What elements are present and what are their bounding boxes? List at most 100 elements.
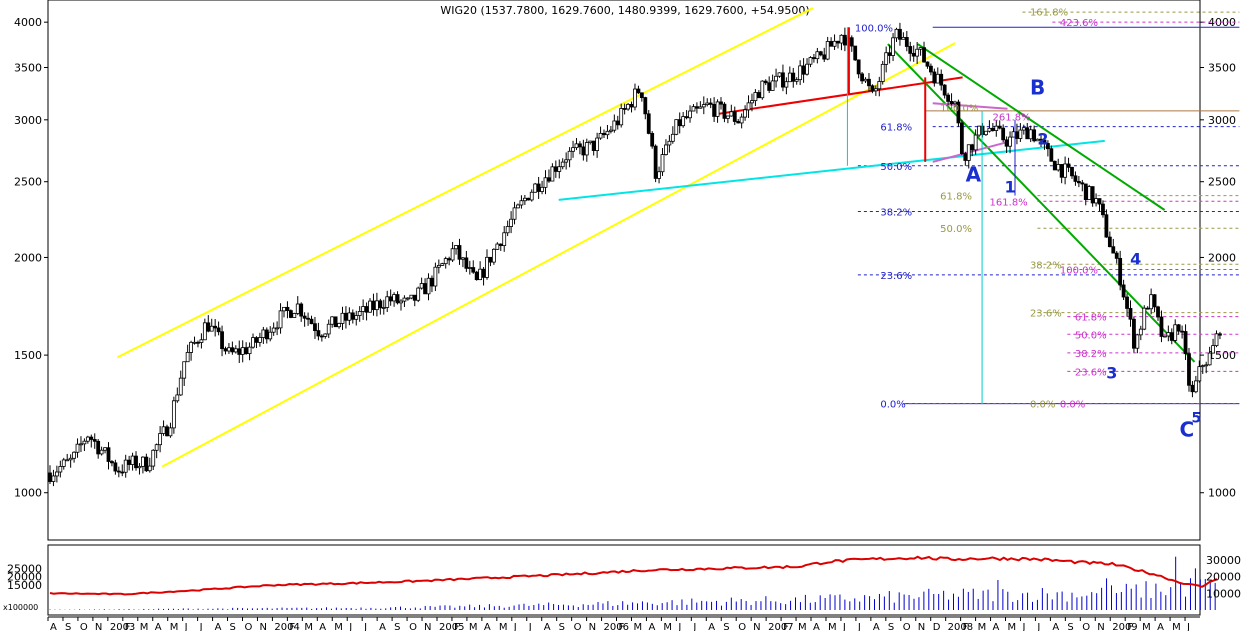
candle-body xyxy=(199,339,204,343)
candle-body xyxy=(633,88,637,108)
candle-body xyxy=(1035,138,1040,142)
x-tick-label: J xyxy=(348,622,352,631)
candle-body xyxy=(664,144,668,155)
candle-body xyxy=(1121,284,1126,298)
x-tick-label: S xyxy=(888,622,894,631)
candle-body xyxy=(739,116,744,124)
candle-body xyxy=(467,267,472,269)
candle-body xyxy=(753,92,758,102)
candle-body xyxy=(189,341,193,353)
candle-body xyxy=(794,79,799,82)
candle-body xyxy=(695,106,699,109)
x-tick-label: O xyxy=(409,622,417,631)
y-tick-label-right: 2500 xyxy=(1208,176,1236,189)
candle-body xyxy=(1021,127,1026,131)
candle-body xyxy=(402,297,407,302)
candle-body xyxy=(564,159,569,163)
x-tick-label: 2007 xyxy=(768,622,793,631)
candle-body xyxy=(436,264,441,268)
x-tick-label: F xyxy=(125,622,131,631)
x-tick-label: O xyxy=(244,622,252,631)
candle-body xyxy=(825,41,830,60)
candle-body xyxy=(1156,306,1160,318)
candle-body xyxy=(708,102,713,105)
volume-tick-label-right: 10000 xyxy=(1206,587,1241,600)
x-tick-label: F xyxy=(454,622,460,631)
candle-body xyxy=(705,102,710,106)
candle-body xyxy=(405,297,410,300)
candle-body xyxy=(653,145,658,179)
candle-body xyxy=(123,459,128,473)
y-tick-label-right: 1500 xyxy=(1208,349,1236,362)
candle-body xyxy=(251,337,255,348)
x-tick-label: J xyxy=(692,622,696,631)
candle-body xyxy=(454,245,458,250)
candle-body xyxy=(299,303,304,317)
volume-scale-label: x100000 xyxy=(3,603,38,612)
candle-body xyxy=(677,119,682,127)
candle-body xyxy=(1039,138,1043,141)
x-tick-label: N xyxy=(95,622,102,631)
candle-body xyxy=(337,323,341,328)
candle-body xyxy=(750,100,754,104)
candle-body xyxy=(1001,127,1006,141)
x-tick-label: F xyxy=(963,622,969,631)
candle-body xyxy=(547,177,551,182)
candle-body xyxy=(1132,318,1136,349)
candle-body xyxy=(1149,294,1154,310)
candle-body xyxy=(182,361,187,379)
candle-body xyxy=(932,71,937,84)
vertical-markers xyxy=(846,27,1016,404)
x-tick-label: M xyxy=(663,622,672,631)
candle-body xyxy=(1200,365,1205,368)
candle-body xyxy=(141,456,145,467)
fib-label: 100.0% xyxy=(940,104,978,115)
candle-body xyxy=(227,347,231,352)
candle-body xyxy=(922,47,926,63)
candle-body xyxy=(395,294,400,304)
candle-body xyxy=(898,28,902,40)
candle-body xyxy=(987,127,992,132)
candle-body xyxy=(61,459,66,467)
candle-body xyxy=(261,329,266,338)
candle-body xyxy=(154,444,159,451)
wave-label: 5 xyxy=(1192,410,1202,426)
y-tick-label-right: 2000 xyxy=(1208,251,1236,264)
candle-body xyxy=(1138,328,1143,336)
x-tick-label: N xyxy=(918,622,925,631)
trend-line xyxy=(917,43,1166,211)
candle-body xyxy=(233,348,238,353)
wave-label: 4 xyxy=(1130,249,1141,268)
candle-body xyxy=(357,311,362,316)
candle-body xyxy=(116,470,121,473)
candle-body xyxy=(822,54,827,60)
candle-body xyxy=(1025,127,1030,140)
candle-body xyxy=(392,294,397,302)
candle-body xyxy=(478,268,483,281)
candle-body xyxy=(137,465,142,469)
candle-body xyxy=(1046,143,1050,150)
candle-body xyxy=(378,300,383,309)
candle-body xyxy=(1197,366,1202,382)
candle-body xyxy=(471,267,476,273)
candle-body xyxy=(801,65,806,75)
candle-body xyxy=(977,125,981,136)
candle-body xyxy=(344,312,348,321)
candle-body xyxy=(784,81,789,88)
candle-body xyxy=(295,303,300,314)
candle-body xyxy=(584,142,589,156)
candle-body xyxy=(1073,175,1078,182)
candle-body xyxy=(247,346,252,355)
candle-body xyxy=(147,465,152,472)
candle-body xyxy=(595,137,600,151)
candle-body xyxy=(58,466,63,473)
candle-body xyxy=(223,348,228,352)
y-tick-label-right: 1000 xyxy=(1208,487,1236,500)
candle-body xyxy=(502,232,507,246)
wave-label: 2 xyxy=(1037,129,1048,148)
candle-body xyxy=(178,377,183,396)
x-tick-label: J xyxy=(1021,622,1025,631)
candle-body xyxy=(657,171,661,179)
candle-body xyxy=(602,132,606,136)
candle-body xyxy=(509,218,513,227)
